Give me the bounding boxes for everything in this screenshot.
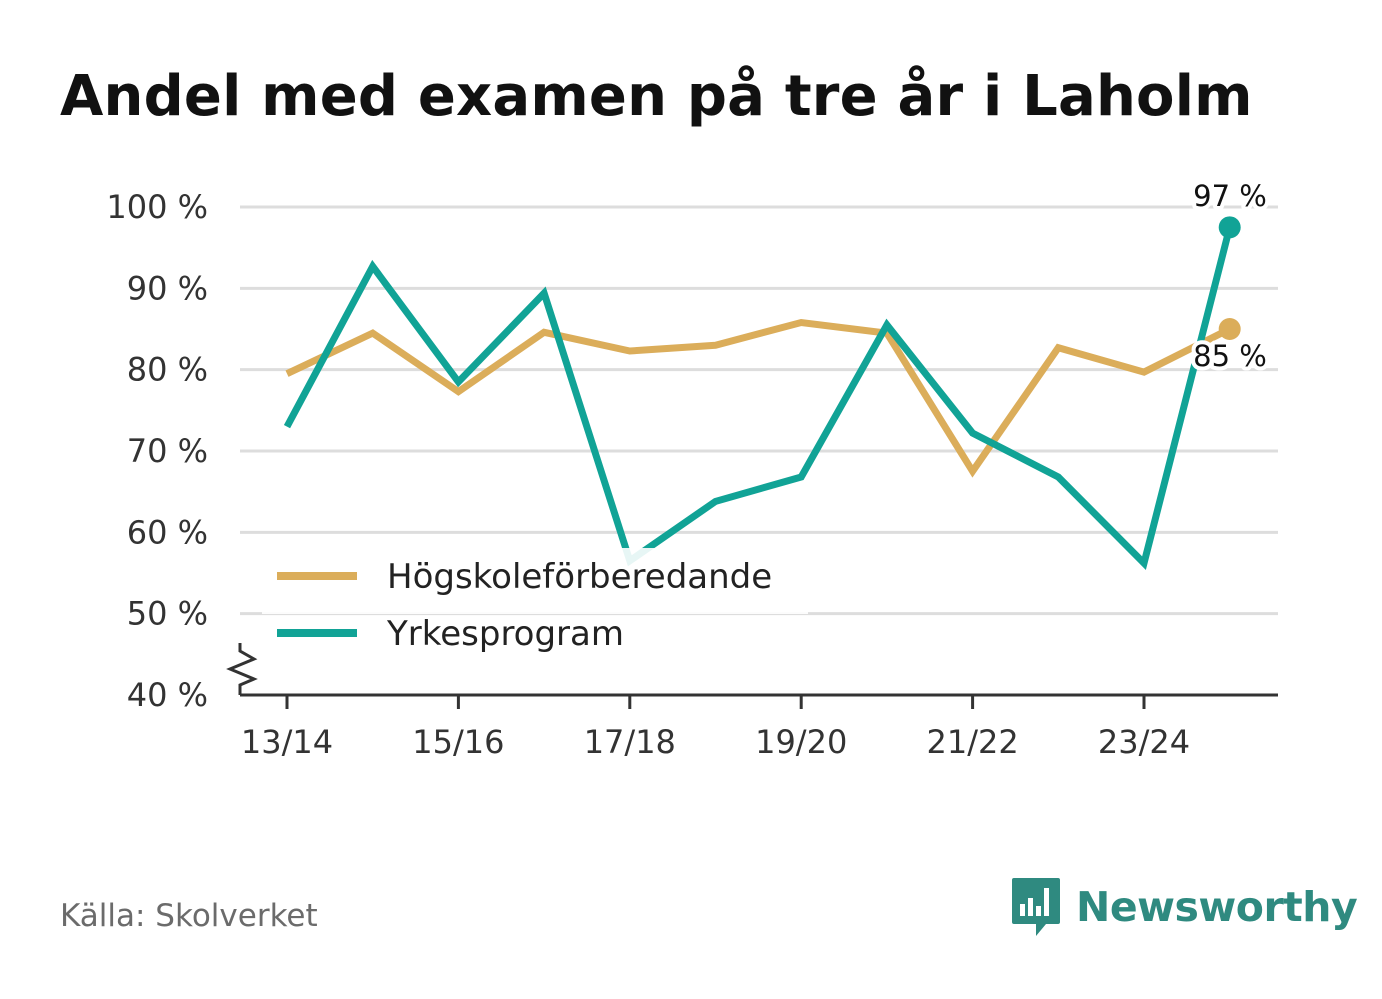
legend: Högskoleförberedande Yrkesprogram — [262, 548, 808, 654]
y-tick-label: 90 % — [127, 269, 208, 307]
brand-name: Newsworthy — [1076, 883, 1358, 931]
end-labels: 85 % 97 % — [1189, 175, 1271, 377]
page-title: Andel med examen på tre år i Laholm — [60, 64, 1253, 129]
x-tick-label: 19/20 — [755, 723, 847, 761]
x-tick-label: 21/22 — [926, 723, 1018, 761]
legend-background — [262, 548, 808, 614]
y-tick-label: 40 % — [127, 676, 208, 714]
y-tick-label: 60 % — [127, 513, 208, 551]
y-tick-label: 70 % — [127, 432, 208, 470]
end-point-marker — [1218, 216, 1241, 239]
end-value-label: 97 % — [1193, 179, 1267, 213]
end-point-marker — [1218, 318, 1241, 340]
y-tick-label: 50 % — [127, 595, 208, 633]
series-line — [283, 226, 1234, 571]
legend-label[interactable]: Högskoleförberedande — [387, 557, 772, 597]
x-tick-label: 15/16 — [412, 723, 504, 761]
legend-label[interactable]: Yrkesprogram — [386, 614, 624, 654]
source-note: Källa: Skolverket — [60, 898, 318, 934]
axis-break-zigzag — [226, 643, 258, 695]
x-tick-label: 23/24 — [1098, 723, 1190, 761]
x-tick-label: 13/14 — [241, 723, 333, 761]
series-line — [285, 318, 1232, 478]
series-lines — [283, 216, 1241, 571]
y-tick-label: 100 % — [106, 188, 208, 226]
end-value-label: 85 % — [1193, 339, 1267, 373]
axes: 40 % 50 % 60 % 70 % 80 % 90 % 100 % 13/14 15/16 1… — [106, 188, 1278, 761]
newsworthy-logo[interactable]: Newsworthy — [1010, 876, 1358, 938]
x-tick-label: 17/18 — [584, 723, 676, 761]
newsworthy-logo-icon — [1012, 878, 1060, 936]
y-tick-label: 80 % — [127, 351, 208, 389]
